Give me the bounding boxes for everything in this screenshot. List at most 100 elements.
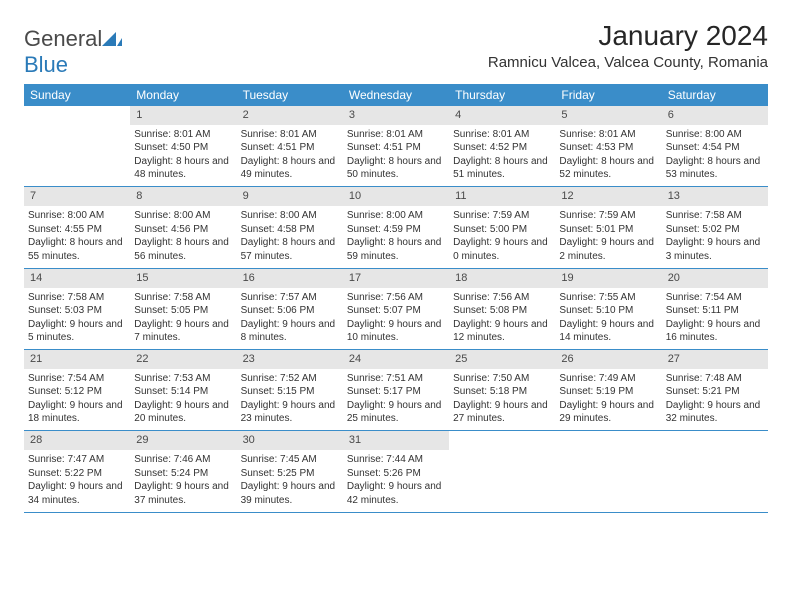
daylight-line: Daylight: 9 hours and 27 minutes. (453, 399, 551, 426)
day-number: 30 (237, 431, 343, 450)
sunrise-line: Sunrise: 8:00 AM (134, 209, 232, 223)
day-number-row: 28293031 (24, 431, 768, 450)
day-cell: Sunrise: 7:48 AMSunset: 5:21 PMDaylight:… (662, 369, 768, 431)
sunset-line: Sunset: 4:51 PM (241, 141, 339, 155)
daylight-line: Daylight: 9 hours and 12 minutes. (453, 318, 551, 345)
sunset-line: Sunset: 5:06 PM (241, 304, 339, 318)
sunset-line: Sunset: 5:25 PM (241, 467, 339, 481)
day-cell: Sunrise: 7:58 AMSunset: 5:05 PMDaylight:… (130, 288, 236, 350)
sunrise-line: Sunrise: 8:00 AM (241, 209, 339, 223)
sunrise-line: Sunrise: 7:54 AM (28, 372, 126, 386)
daylight-line: Daylight: 8 hours and 56 minutes. (134, 236, 232, 263)
sunset-line: Sunset: 5:14 PM (134, 385, 232, 399)
sunset-line: Sunset: 5:22 PM (28, 467, 126, 481)
sunrise-line: Sunrise: 7:58 AM (666, 209, 764, 223)
sunrise-line: Sunrise: 8:01 AM (134, 128, 232, 142)
day-cell: Sunrise: 7:59 AMSunset: 5:00 PMDaylight:… (449, 206, 555, 268)
sunrise-line: Sunrise: 7:58 AM (134, 291, 232, 305)
daylight-line: Daylight: 9 hours and 29 minutes. (559, 399, 657, 426)
sunrise-line: Sunrise: 7:46 AM (134, 453, 232, 467)
day-cell: Sunrise: 8:01 AMSunset: 4:51 PMDaylight:… (343, 125, 449, 187)
logo-text: GeneralBlue (24, 26, 122, 78)
day-number: 3 (343, 106, 449, 125)
daylight-line: Daylight: 9 hours and 14 minutes. (559, 318, 657, 345)
sunset-line: Sunset: 5:07 PM (347, 304, 445, 318)
day-cell: Sunrise: 8:01 AMSunset: 4:52 PMDaylight:… (449, 125, 555, 187)
sunrise-line: Sunrise: 7:45 AM (241, 453, 339, 467)
daylight-line: Daylight: 9 hours and 5 minutes. (28, 318, 126, 345)
day-cell: Sunrise: 8:00 AMSunset: 4:55 PMDaylight:… (24, 206, 130, 268)
day-number: 12 (555, 187, 661, 206)
day-cell: Sunrise: 8:01 AMSunset: 4:50 PMDaylight:… (130, 125, 236, 187)
sunset-line: Sunset: 5:00 PM (453, 223, 551, 237)
day-number: 18 (449, 268, 555, 287)
weekday-header: Tuesday (237, 84, 343, 106)
day-number: 4 (449, 106, 555, 125)
weekday-header: Friday (555, 84, 661, 106)
weekday-header: Sunday (24, 84, 130, 106)
weekday-header: Wednesday (343, 84, 449, 106)
day-cell (662, 450, 768, 512)
daylight-line: Daylight: 9 hours and 16 minutes. (666, 318, 764, 345)
sunrise-line: Sunrise: 7:59 AM (559, 209, 657, 223)
day-number: 31 (343, 431, 449, 450)
day-number (555, 431, 661, 450)
day-detail-row: Sunrise: 8:00 AMSunset: 4:55 PMDaylight:… (24, 206, 768, 268)
daylight-line: Daylight: 9 hours and 7 minutes. (134, 318, 232, 345)
day-number-row: 21222324252627 (24, 350, 768, 369)
daylight-line: Daylight: 9 hours and 10 minutes. (347, 318, 445, 345)
day-cell: Sunrise: 7:51 AMSunset: 5:17 PMDaylight:… (343, 369, 449, 431)
logo: GeneralBlue (24, 26, 122, 78)
day-number: 13 (662, 187, 768, 206)
sunset-line: Sunset: 4:51 PM (347, 141, 445, 155)
daylight-line: Daylight: 9 hours and 23 minutes. (241, 399, 339, 426)
sunrise-line: Sunrise: 7:59 AM (453, 209, 551, 223)
day-cell: Sunrise: 7:54 AMSunset: 5:11 PMDaylight:… (662, 288, 768, 350)
day-number: 1 (130, 106, 236, 125)
day-number: 21 (24, 350, 130, 369)
day-number: 19 (555, 268, 661, 287)
daylight-line: Daylight: 8 hours and 50 minutes. (347, 155, 445, 182)
sunset-line: Sunset: 5:24 PM (134, 467, 232, 481)
day-cell: Sunrise: 8:01 AMSunset: 4:51 PMDaylight:… (237, 125, 343, 187)
day-cell: Sunrise: 7:50 AMSunset: 5:18 PMDaylight:… (449, 369, 555, 431)
daylight-line: Daylight: 8 hours and 53 minutes. (666, 155, 764, 182)
logo-part2: Blue (24, 52, 68, 77)
day-cell: Sunrise: 7:52 AMSunset: 5:15 PMDaylight:… (237, 369, 343, 431)
daylight-line: Daylight: 8 hours and 57 minutes. (241, 236, 339, 263)
daylight-line: Daylight: 8 hours and 49 minutes. (241, 155, 339, 182)
sunrise-line: Sunrise: 8:00 AM (666, 128, 764, 142)
day-number: 20 (662, 268, 768, 287)
sunrise-line: Sunrise: 7:48 AM (666, 372, 764, 386)
sunrise-line: Sunrise: 7:52 AM (241, 372, 339, 386)
day-number: 6 (662, 106, 768, 125)
sunrise-line: Sunrise: 7:44 AM (347, 453, 445, 467)
daylight-line: Daylight: 8 hours and 59 minutes. (347, 236, 445, 263)
day-cell: Sunrise: 8:00 AMSunset: 4:54 PMDaylight:… (662, 125, 768, 187)
day-cell: Sunrise: 7:47 AMSunset: 5:22 PMDaylight:… (24, 450, 130, 512)
sunset-line: Sunset: 5:11 PM (666, 304, 764, 318)
day-number: 10 (343, 187, 449, 206)
day-number: 7 (24, 187, 130, 206)
daylight-line: Daylight: 8 hours and 52 minutes. (559, 155, 657, 182)
sunrise-line: Sunrise: 7:53 AM (134, 372, 232, 386)
day-cell: Sunrise: 7:58 AMSunset: 5:03 PMDaylight:… (24, 288, 130, 350)
day-number: 9 (237, 187, 343, 206)
calendar-table: SundayMondayTuesdayWednesdayThursdayFrid… (24, 84, 768, 513)
day-cell (24, 125, 130, 187)
title-block: January 2024 Ramnicu Valcea, Valcea Coun… (488, 20, 768, 71)
day-number: 11 (449, 187, 555, 206)
calendar-body: 123456Sunrise: 8:01 AMSunset: 4:50 PMDay… (24, 106, 768, 512)
weekday-row: SundayMondayTuesdayWednesdayThursdayFrid… (24, 84, 768, 106)
sunset-line: Sunset: 5:01 PM (559, 223, 657, 237)
day-detail-row: Sunrise: 7:58 AMSunset: 5:03 PMDaylight:… (24, 288, 768, 350)
sunset-line: Sunset: 5:02 PM (666, 223, 764, 237)
daylight-line: Daylight: 9 hours and 18 minutes. (28, 399, 126, 426)
daylight-line: Daylight: 9 hours and 20 minutes. (134, 399, 232, 426)
sunset-line: Sunset: 5:03 PM (28, 304, 126, 318)
sunrise-line: Sunrise: 7:54 AM (666, 291, 764, 305)
day-number-row: 78910111213 (24, 187, 768, 206)
sunset-line: Sunset: 5:08 PM (453, 304, 551, 318)
sunset-line: Sunset: 4:50 PM (134, 141, 232, 155)
calendar-head: SundayMondayTuesdayWednesdayThursdayFrid… (24, 84, 768, 106)
